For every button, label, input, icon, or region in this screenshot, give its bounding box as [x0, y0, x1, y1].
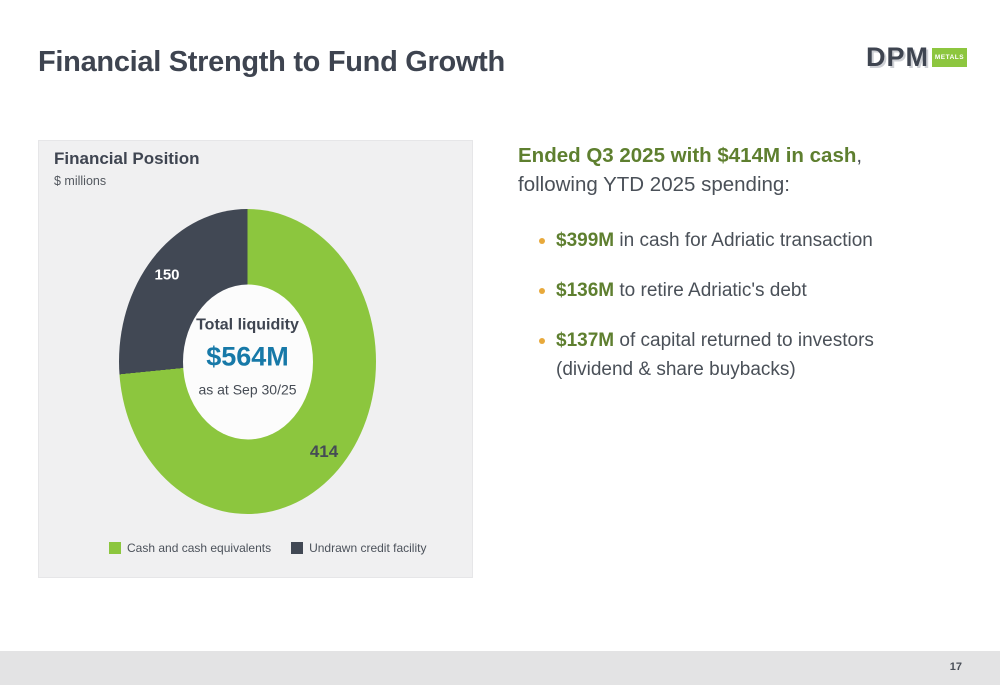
legend-item-cash: Cash and cash equivalents	[109, 541, 271, 555]
legend-label-cash: Cash and cash equivalents	[127, 541, 272, 555]
spending-bullet-list: $399M in cash for Adriatic transaction $…	[518, 226, 943, 384]
as-at-date: as at Sep 30/25	[198, 381, 297, 397]
logo-metals-tag: METALS	[932, 48, 967, 67]
legend-label-undrawn-credit: Undrawn credit facility	[309, 541, 427, 555]
page-title: Financial Strength to Fund Growth	[38, 46, 505, 78]
bullet-adriatic-transaction: $399M in cash for Adriatic transaction	[518, 226, 943, 255]
bullet-text: to retire Adriatic's debt	[614, 280, 807, 301]
slice-label-undrawn-credit: 150	[154, 266, 180, 284]
summary-heading-line2: following YTD 2025 spending:	[518, 173, 790, 196]
liquidity-donut-chart: 150 414 Total liquidity $564M as at Sep …	[119, 209, 376, 514]
summary-text-block: Ended Q3 2025 with $414M in cash, follow…	[518, 141, 943, 405]
legend-swatch-cash	[109, 542, 121, 554]
total-liquidity-value: $564M	[206, 341, 289, 371]
legend-item-undrawn-credit: Undrawn credit facility	[291, 541, 426, 555]
chart-legend: Cash and cash equivalents Undrawn credit…	[109, 541, 426, 555]
bullet-text: in cash for Adriatic transaction	[614, 230, 873, 251]
summary-heading: Ended Q3 2025 with $414M in cash, follow…	[518, 141, 943, 199]
chart-units-label: $ millions	[54, 174, 107, 188]
donut-center-text: Total liquidity $564M as at Sep 30/25	[183, 279, 313, 434]
page-number: 17	[949, 661, 962, 673]
chart-title: Financial Position	[54, 149, 200, 168]
company-logo: DPM METALS	[866, 42, 967, 73]
financial-position-panel: Financial Position $ millions 150 414 To…	[38, 140, 473, 578]
total-liquidity-label: Total liquidity	[196, 316, 299, 333]
bullet-retire-debt: $136M to retire Adriatic's debt	[518, 276, 943, 305]
summary-heading-highlight: Ended Q3 2025 with $414M in cash	[518, 144, 857, 167]
bullet-dot-icon	[539, 238, 545, 244]
donut-hole: Total liquidity $564M as at Sep 30/25	[182, 284, 313, 439]
bullet-dot-icon	[539, 288, 545, 294]
bullet-capital-returned: $137M of capital returned to investors (…	[518, 326, 943, 384]
bullet-dot-icon	[539, 338, 545, 344]
bullet-amount: $136M	[556, 280, 615, 301]
bullet-amount: $399M	[556, 230, 615, 251]
slice-label-cash: 414	[309, 442, 339, 461]
bullet-amount: $137M	[556, 330, 615, 351]
footer-bar: 17	[0, 651, 1000, 685]
logo-dpm-text: DPM	[866, 42, 929, 72]
legend-swatch-undrawn-credit	[291, 542, 304, 554]
bullet-text: of capital returned to investors (divide…	[556, 330, 874, 380]
summary-heading-comma: ,	[856, 144, 863, 167]
